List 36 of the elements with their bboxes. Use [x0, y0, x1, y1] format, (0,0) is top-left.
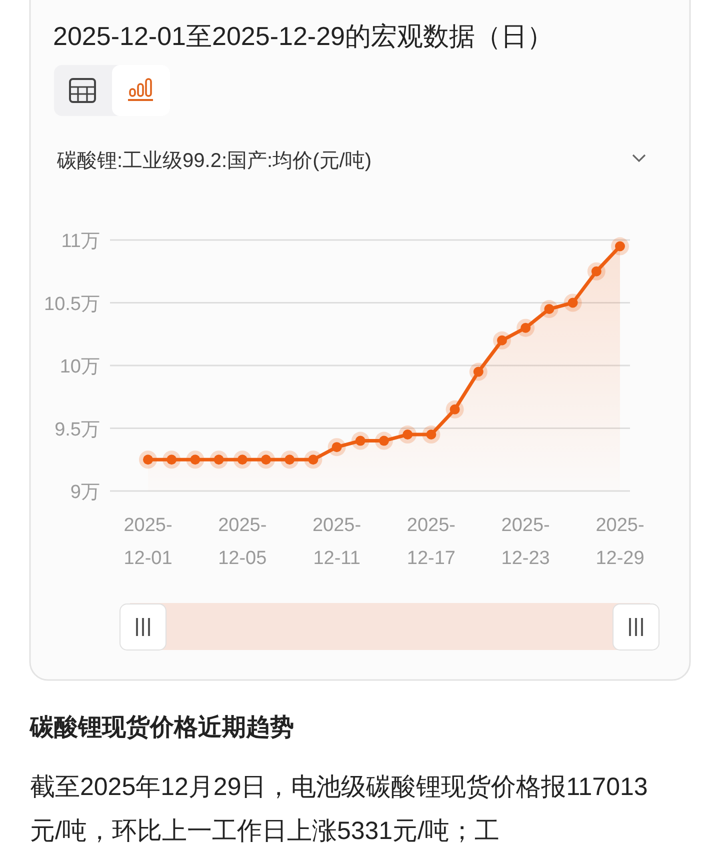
x-tick-label: 2025-12-01 — [124, 515, 172, 569]
point — [516, 318, 535, 337]
y-tick-label: 9万 — [70, 482, 100, 503]
point — [257, 450, 275, 469]
y-tick-label: 10.5万 — [44, 294, 100, 315]
point — [469, 362, 488, 381]
x-tick-label: 2025-12-05 — [218, 515, 267, 569]
point — [186, 450, 204, 469]
point — [540, 300, 558, 318]
point — [587, 262, 606, 280]
point — [446, 400, 464, 418]
point — [280, 450, 299, 469]
point — [564, 294, 582, 312]
x-tick-label: 2025-12-17 — [406, 515, 456, 569]
point — [162, 450, 181, 469]
text: 碳酸锂现货价格近期趋势 — [29, 714, 294, 741]
text: 截至2025年12月29日，电池级碳酸锂现货价格报117013元/吨，环比上一工作日上涨5331元/吨；工 — [30, 773, 648, 845]
point — [328, 438, 346, 456]
point — [351, 432, 370, 450]
x-tick-label: 2025-12-23 — [501, 515, 550, 569]
y-tick-label: 10万 — [60, 356, 100, 378]
x-tick-label: 2025-12-11 — [312, 515, 362, 569]
point — [139, 450, 157, 469]
chart-subtitle: 碳酸锂:工业级99.2:国产:均价(元/吨) — [56, 150, 372, 172]
point — [375, 432, 393, 450]
point — [611, 237, 629, 256]
chart-title: 2025-12-01至2025-12-29的宏观数据（日） — [53, 21, 553, 51]
point — [398, 426, 417, 444]
point — [233, 450, 252, 469]
point — [210, 450, 228, 469]
x-tick-label: 2025-12-29 — [596, 515, 644, 569]
point — [304, 450, 322, 469]
y-tick-label: 9.5万 — [54, 419, 100, 440]
point — [422, 426, 440, 444]
point — [493, 331, 511, 350]
y-tick-label: 11万 — [61, 231, 100, 252]
